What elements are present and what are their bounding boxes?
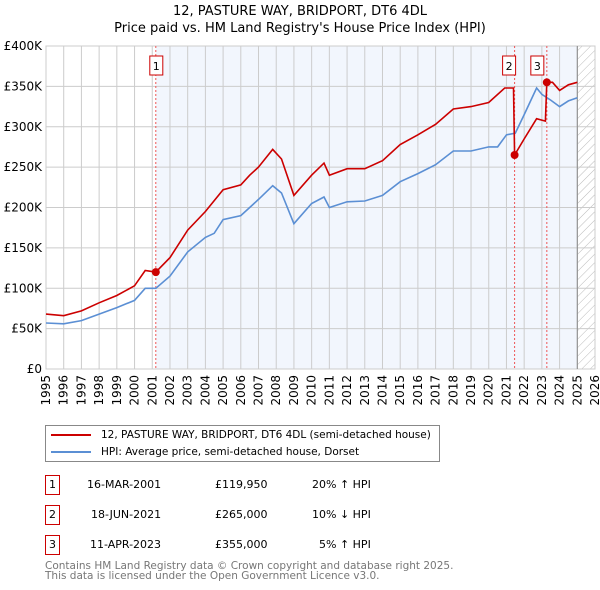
x-tick-label: 2000 <box>128 375 142 406</box>
sale-hpi: 10% ↓ HPI <box>312 508 371 521</box>
sale-date: 11-APR-2023 <box>90 538 162 551</box>
sale-marker: 1 <box>45 475 60 495</box>
x-tick-label: 2016 <box>411 375 425 406</box>
x-tick-label: 2008 <box>269 375 283 406</box>
x-tick-label: 2018 <box>446 375 460 406</box>
x-tick-label: 2013 <box>358 375 372 406</box>
sale-hpi: 5% ↑ HPI <box>319 538 371 551</box>
legend-label-hpi: HPI: Average price, semi-detached house,… <box>101 446 360 458</box>
legend-blue-line <box>51 451 91 453</box>
x-tick-label: 2011 <box>322 375 336 406</box>
x-tick-label: 2021 <box>499 375 513 406</box>
table-row: 2 18-JUN-2021 £265,000 10% ↓ HPI <box>45 505 445 525</box>
chart-subtitle: Price paid vs. HM Land Registry's House … <box>114 21 486 36</box>
y-tick-label: £250K <box>4 160 44 174</box>
x-tick-label: 2014 <box>375 375 389 406</box>
legend: 12, PASTURE WAY, BRIDPORT, DT6 4DL (semi… <box>45 425 440 462</box>
y-tick-label: £0 <box>27 362 42 376</box>
sale-point <box>510 151 519 160</box>
x-tick-label: 2005 <box>216 375 230 406</box>
y-tick-label: £50K <box>11 322 43 336</box>
price-chart: 1995 1996 1997 1998 1999 2000 2001 2002 2003 2004… <box>4 39 600 406</box>
x-tick-label: 2009 <box>287 375 301 406</box>
x-tick-label: 1998 <box>92 375 106 406</box>
x-tick-label: 1999 <box>110 375 124 406</box>
x-tick-label: 2002 <box>163 375 177 406</box>
x-tick-label: 2012 <box>340 375 354 406</box>
x-tick-label: 2024 <box>553 375 567 406</box>
x-tick-label: 2004 <box>198 375 212 406</box>
x-tick-label: 2003 <box>181 375 195 406</box>
x-tick-label: 2007 <box>252 375 266 406</box>
y-tick-label: £200K <box>4 201 44 215</box>
x-tick-label: 2017 <box>429 375 443 406</box>
footer-line: This data is licensed under the Open Gov… <box>45 570 380 582</box>
sale-date: 16-MAR-2001 <box>87 478 162 491</box>
footer: Contains HM Land Registry data © Crown c… <box>45 560 454 582</box>
x-tick-label: 2010 <box>305 375 319 406</box>
sale-marker-box <box>530 55 545 76</box>
x-tick-label: 1995 <box>39 375 53 406</box>
x-tick-label: 2019 <box>464 375 478 406</box>
sale-point <box>151 268 160 277</box>
x-tick-label: 2015 <box>393 375 407 406</box>
legend-red-line <box>51 434 91 436</box>
y-tick-label: £400K <box>4 39 44 53</box>
x-tick-label: 2001 <box>145 375 159 406</box>
sale-marker: 2 <box>45 505 60 525</box>
x-tick-label: 2026 <box>588 375 600 406</box>
sale-date: 18-JUN-2021 <box>91 508 162 521</box>
sale-price: £355,000 <box>215 538 268 551</box>
x-tick-label: 2023 <box>535 375 549 406</box>
x-tick-label: 1997 <box>74 375 88 406</box>
sale-marker-box <box>502 55 517 76</box>
footer-line: Contains HM Land Registry data © Crown c… <box>45 560 454 572</box>
table-row: 3 11-APR-2023 £355,000 5% ↑ HPI <box>45 535 445 555</box>
sale-hpi: 20% ↑ HPI <box>312 478 371 491</box>
series-line <box>45 86 578 325</box>
y-tick-label: £350K <box>4 79 44 93</box>
sale-marker-label: 3 <box>534 60 541 73</box>
y-tick-label: £150K <box>4 241 44 255</box>
sale-marker-label: 2 <box>506 60 513 73</box>
sale-point <box>542 78 551 87</box>
sale-price: £265,000 <box>215 508 268 521</box>
x-tick-label: 2025 <box>570 375 584 406</box>
sale-marker-box <box>149 55 164 76</box>
sale-marker: 3 <box>45 535 60 555</box>
legend-label-property: 12, PASTURE WAY, BRIDPORT, DT6 4DL (semi… <box>101 429 431 441</box>
x-tick-label: 2006 <box>234 375 248 406</box>
sale-price: £119,950 <box>215 478 268 491</box>
x-tick-label: 2022 <box>517 375 531 406</box>
y-tick-label: £300K <box>4 120 44 134</box>
chart-title: 12, PASTURE WAY, BRIDPORT, DT6 4DL <box>172 4 428 19</box>
sale-marker-label: 1 <box>153 60 160 73</box>
y-tick-label: £100K <box>4 281 44 295</box>
x-tick-label: 2020 <box>482 375 496 406</box>
table-row: 1 16-MAR-2001 £119,950 20% ↑ HPI <box>45 475 445 495</box>
x-tick-label: 1996 <box>57 375 71 406</box>
